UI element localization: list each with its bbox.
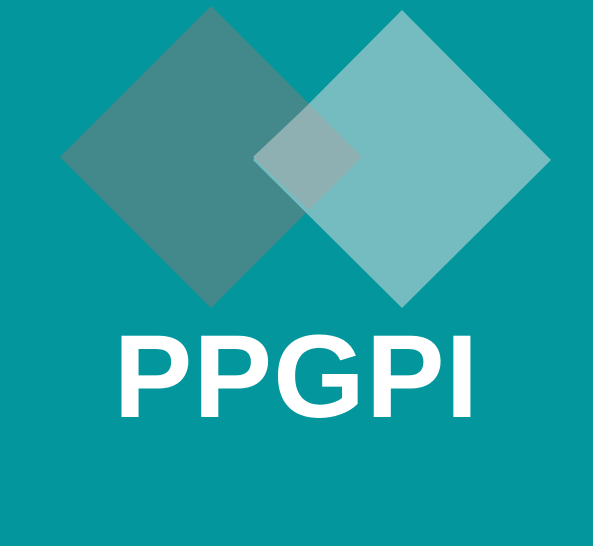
logo-wordmark: PPGPI bbox=[113, 311, 480, 443]
right-diamond-shape bbox=[253, 10, 551, 308]
left-diamond-shape bbox=[60, 6, 362, 308]
diamond-overlap-shape bbox=[253, 104, 362, 210]
